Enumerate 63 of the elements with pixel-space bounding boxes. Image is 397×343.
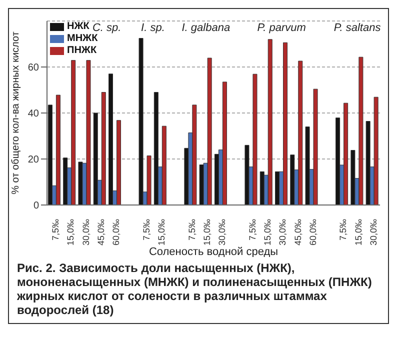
legend-label: НЖК bbox=[67, 21, 90, 32]
x-tick-label: 7,5‰ bbox=[247, 219, 258, 241]
x-tick-label: 15,0‰ bbox=[66, 219, 76, 246]
bar bbox=[283, 42, 288, 205]
bar bbox=[101, 92, 106, 205]
bar bbox=[116, 120, 122, 205]
x-axis-title: Соленость водной среды bbox=[148, 246, 278, 258]
y-tick-label: 20 bbox=[28, 154, 40, 166]
bar bbox=[71, 60, 76, 205]
bar bbox=[268, 39, 272, 205]
x-tick-label: 7,5‰ bbox=[141, 219, 152, 241]
bar bbox=[336, 118, 340, 205]
text: Рис. 2. Зависимость доли насыщенных (НЖК), мононенасыщенных (МНЖК) и полиненасыщенных (ПНЖК) жирных кислот от солености в различных штаммах водорослей (18) bbox=[16, 260, 373, 319]
y-axis-title: % от общего кол-ва жирных кислот bbox=[10, 31, 22, 194]
bar bbox=[222, 82, 227, 205]
y-tick-label: 40 bbox=[28, 108, 40, 120]
x-tick-label: 60,0‰ bbox=[308, 219, 318, 246]
bar bbox=[298, 60, 303, 205]
bar bbox=[192, 104, 197, 205]
bar bbox=[86, 60, 91, 205]
annotation: I. sp. bbox=[141, 22, 165, 34]
x-tick-label: 30,0‰ bbox=[217, 219, 228, 246]
bar bbox=[108, 74, 114, 205]
annotation: P. saltans bbox=[332, 22, 382, 34]
bar bbox=[162, 126, 166, 205]
bar bbox=[138, 38, 144, 205]
x-tick-label: 15,0‰ bbox=[353, 219, 364, 246]
legend-label: МНЖК bbox=[66, 33, 98, 45]
bar bbox=[305, 126, 310, 205]
bar bbox=[63, 158, 68, 205]
bar bbox=[350, 150, 356, 205]
x-tick-label: 30,0‰ bbox=[368, 219, 378, 246]
x-tick-label: 15,0‰ bbox=[262, 219, 272, 246]
bar bbox=[290, 154, 295, 205]
bar bbox=[48, 104, 52, 205]
x-tick-label: 30,0‰ bbox=[278, 219, 288, 246]
legend-label: ПНЖК bbox=[66, 45, 98, 57]
x-tick-label: 7,5‰ bbox=[338, 219, 348, 241]
bar bbox=[154, 92, 158, 205]
y-tick-label: 60 bbox=[28, 62, 40, 74]
annotation: I. galbana bbox=[180, 22, 232, 34]
bar bbox=[244, 144, 250, 205]
bar bbox=[344, 102, 348, 205]
x-tick-label: 60,0‰ bbox=[111, 219, 122, 246]
x-tick-label: 45,0‰ bbox=[96, 219, 106, 246]
bar bbox=[207, 58, 212, 205]
x-tick-label: 30,0‰ bbox=[80, 219, 91, 246]
bar bbox=[313, 88, 318, 205]
bar bbox=[358, 56, 364, 205]
bar bbox=[93, 112, 98, 205]
x-tick-label: 45,0‰ bbox=[292, 219, 303, 246]
bar bbox=[56, 94, 60, 205]
x-tick-label: 7,5‰ bbox=[186, 219, 197, 241]
y-tick-label: 0 bbox=[33, 200, 40, 212]
annotation: P. parvum bbox=[256, 22, 307, 34]
x-tick-label: 7,5‰ bbox=[50, 219, 61, 241]
annotation: C. sp. bbox=[92, 22, 122, 34]
x-tick-label: 15,0‰ bbox=[202, 219, 212, 246]
bar bbox=[366, 121, 370, 205]
bar bbox=[146, 156, 152, 205]
bar bbox=[374, 96, 378, 205]
x-tick-label: 15,0‰ bbox=[156, 219, 167, 246]
bar bbox=[252, 74, 258, 205]
